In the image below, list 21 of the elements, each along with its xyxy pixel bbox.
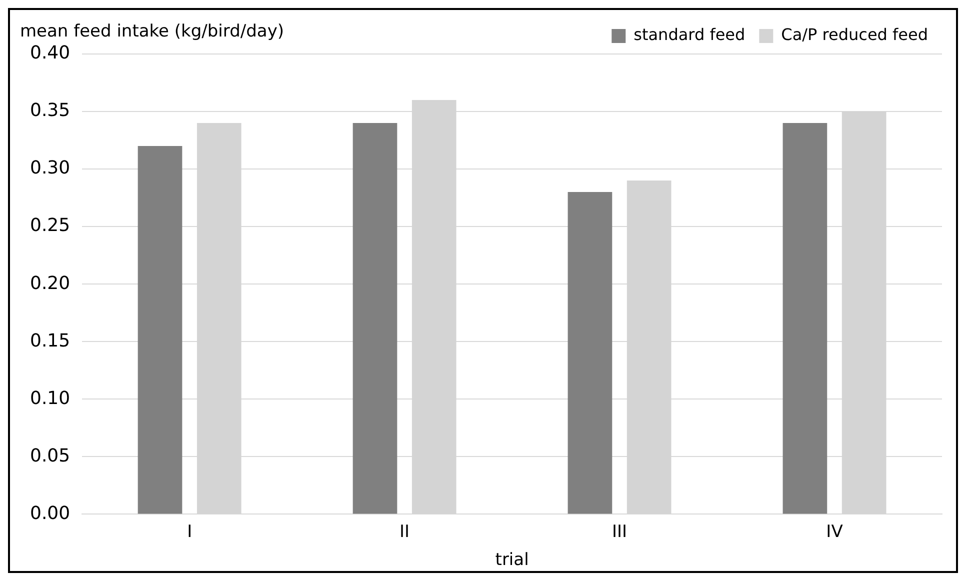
bar — [782, 123, 828, 514]
x-tick-label: II — [400, 522, 410, 542]
x-tick-label: IV — [826, 522, 844, 542]
x-tick-label: III — [612, 522, 628, 542]
y-tick-label: 0.20 — [30, 272, 70, 294]
legend-label: Ca/P reduced feed — [781, 25, 928, 44]
x-axis-title: trial — [495, 550, 529, 570]
y-tick-label: 0.30 — [30, 158, 70, 179]
y-tick-label: 0.35 — [30, 100, 70, 122]
legend-label: standard feed — [634, 25, 746, 44]
y-tick-label: 0.00 — [30, 502, 70, 524]
bar — [352, 123, 398, 514]
y-axis-title: mean feed intake (kg/bird/day) — [20, 21, 284, 42]
y-tick-label: 0.05 — [30, 445, 70, 466]
bar — [568, 192, 612, 514]
bar — [138, 146, 182, 514]
y-tick-label: 0.15 — [30, 330, 70, 352]
x-tick-label: I — [187, 522, 192, 542]
y-tick-label: 0.10 — [30, 388, 70, 409]
y-tick-label: 0.40 — [30, 42, 70, 64]
y-tick-label: 0.25 — [30, 215, 70, 236]
